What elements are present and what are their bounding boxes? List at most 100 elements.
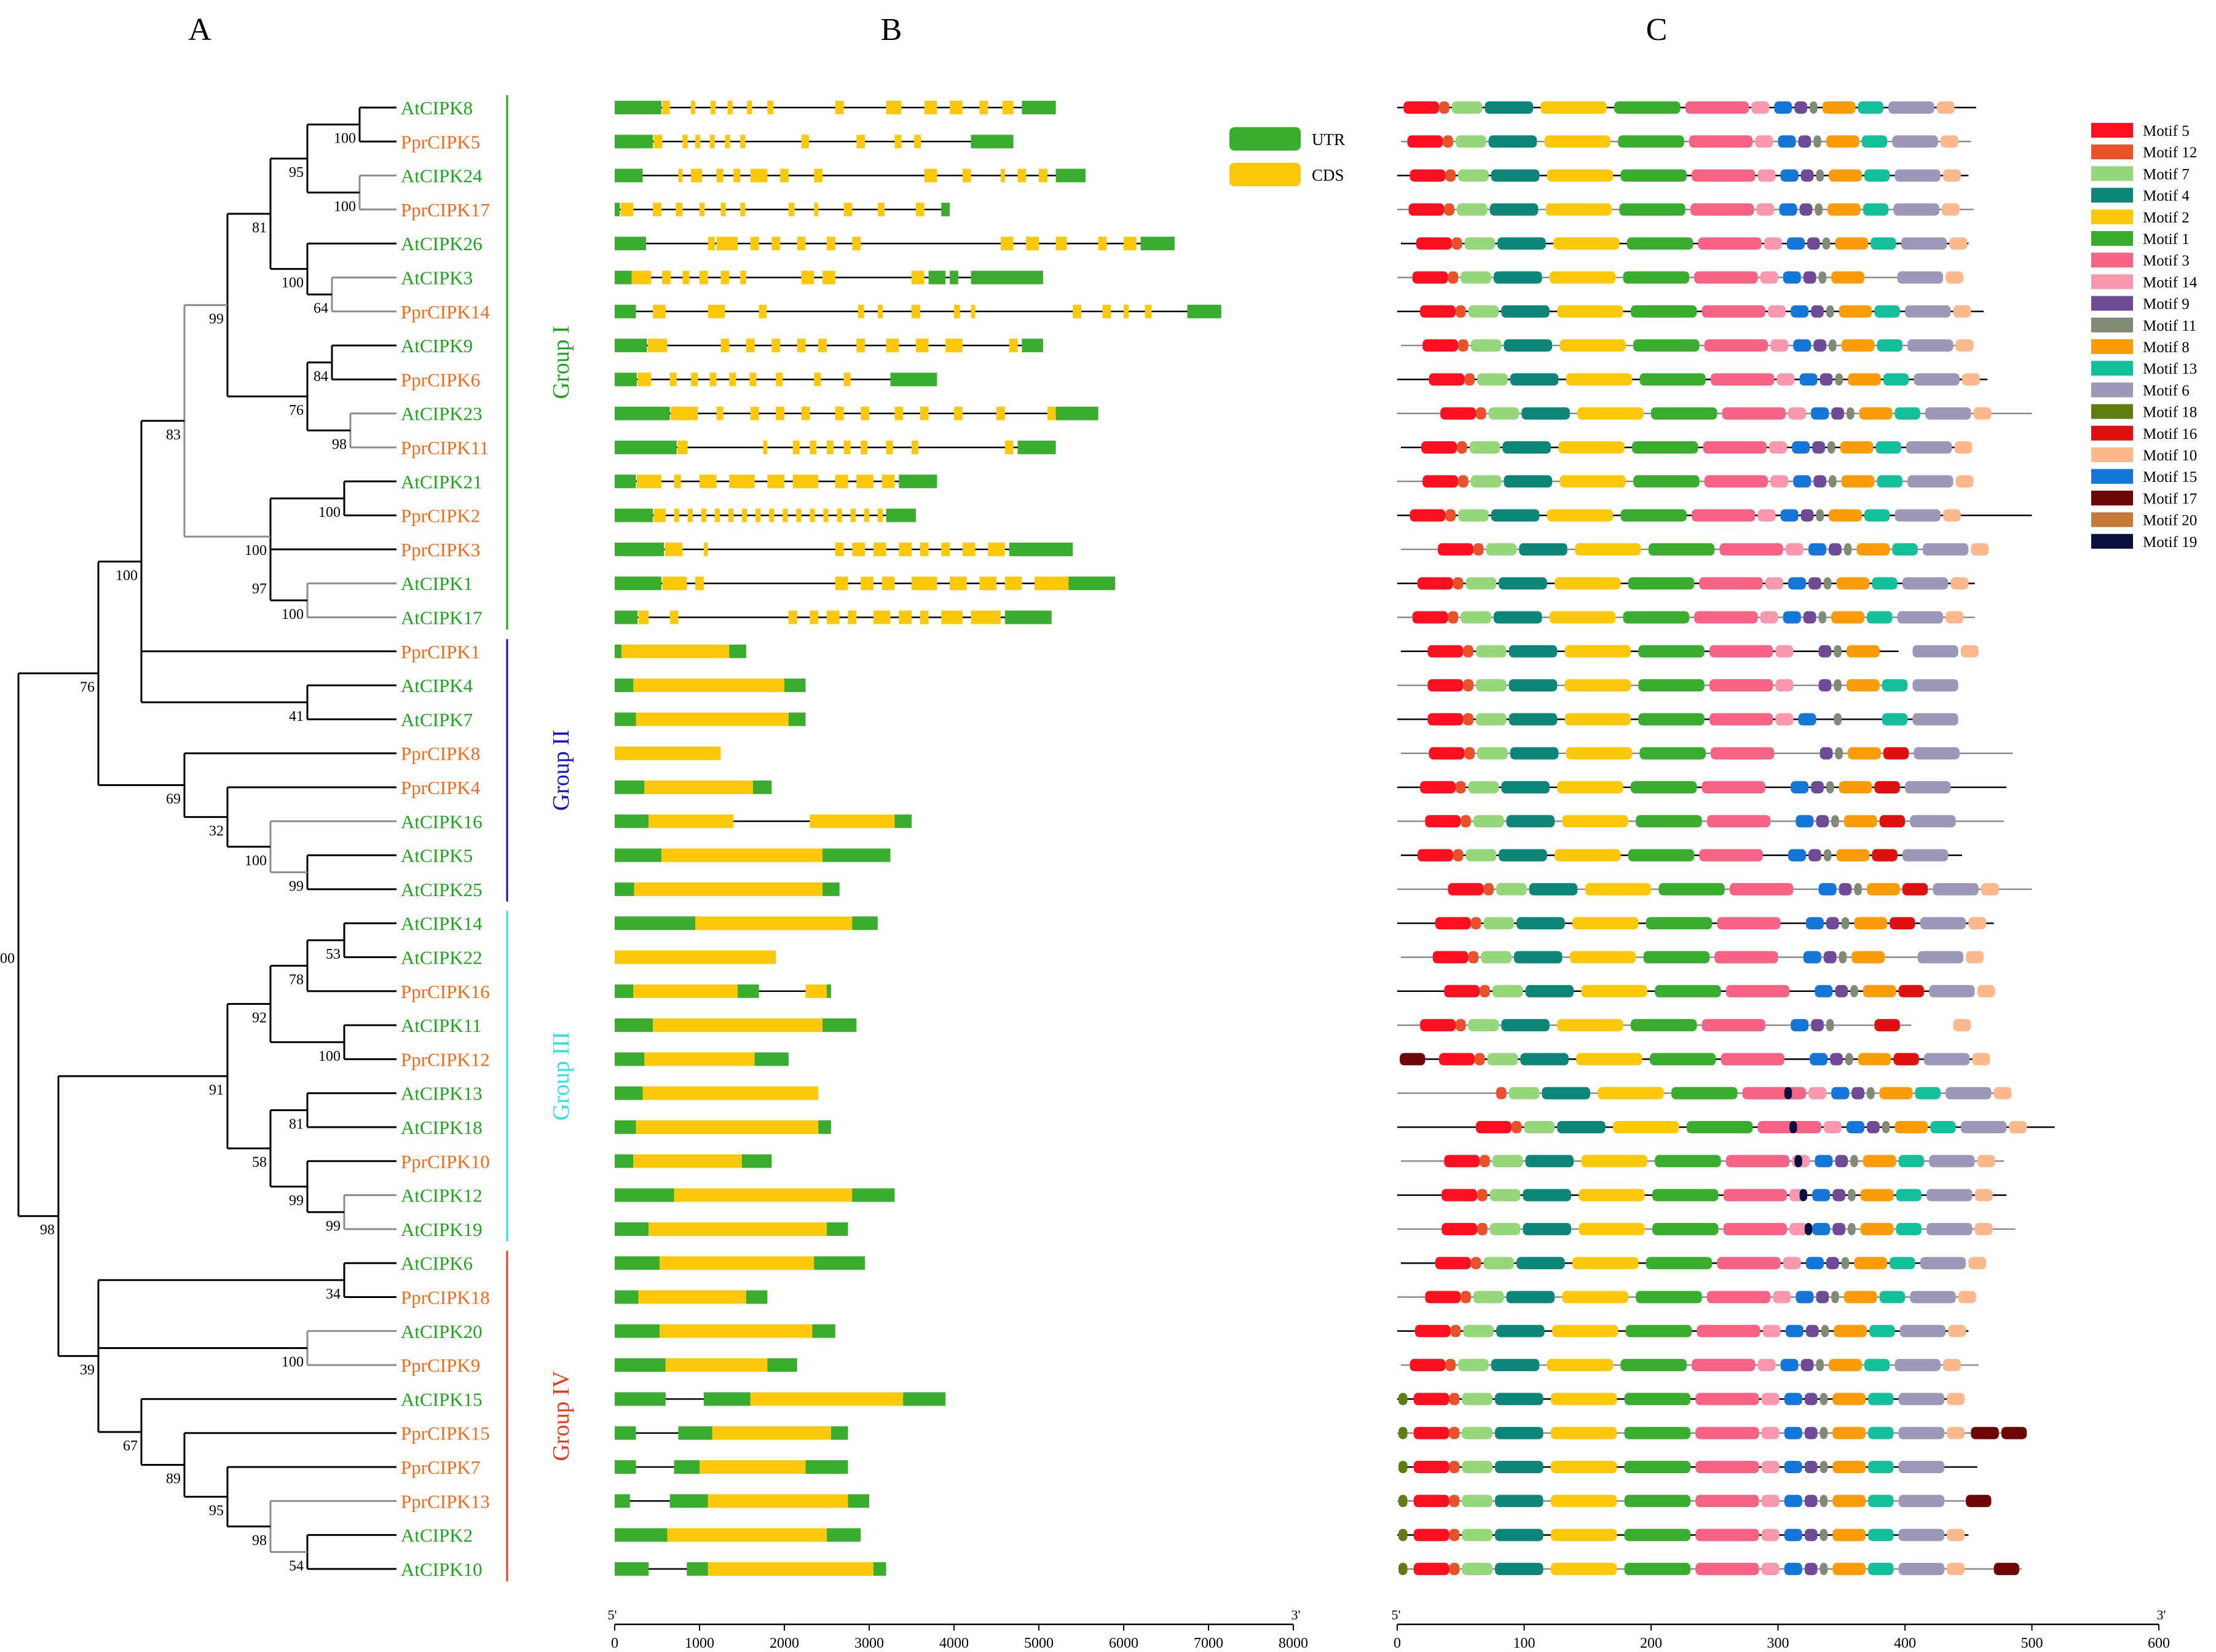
motif-3-block <box>1698 237 1762 250</box>
motif-1-block <box>1624 1461 1691 1473</box>
motif-3-block <box>1694 611 1758 624</box>
axis-tick-label: 8000 <box>1279 1635 1308 1651</box>
gene-structure-legend: UTR CDS <box>1229 127 1345 186</box>
axis-tick-label: 4000 <box>939 1635 969 1651</box>
gene-structure-pprcipk18 <box>615 1290 768 1304</box>
motif-9-block <box>1829 543 1842 556</box>
motif-7-block <box>1461 271 1491 284</box>
cds-block <box>915 339 929 353</box>
gene-structure-atcipk8 <box>615 101 1056 114</box>
motif-legend-label: Motif 8 <box>2143 339 2190 356</box>
motif-12-block <box>1449 1426 1460 1439</box>
motif-7-block <box>1458 509 1489 522</box>
utr-block <box>615 542 664 556</box>
motif-12-block <box>1480 985 1490 997</box>
motif-16-block <box>1883 747 1909 760</box>
cds-block <box>848 610 857 624</box>
motif-15-block <box>1788 577 1806 590</box>
motif-3-block <box>1721 1053 1784 1066</box>
motif-7-block <box>1476 645 1507 658</box>
motif-15-block <box>1847 1121 1864 1133</box>
motif-2-block <box>1545 203 1612 216</box>
motif-5-block <box>1416 237 1452 250</box>
motif-14-block <box>1767 305 1786 318</box>
motif-1-block <box>1646 917 1713 930</box>
motif-legend-swatch <box>2091 317 2133 332</box>
motif-1-block <box>1624 1562 1691 1575</box>
motif-1-block <box>1638 645 1705 658</box>
motif-12-block <box>1455 1019 1466 1032</box>
motif-11-block <box>1835 747 1843 760</box>
cds-block <box>1098 237 1107 251</box>
motif-10-block <box>1960 645 1979 658</box>
motif-3-block <box>1723 1189 1787 1202</box>
bootstrap-value: 98 <box>40 1222 55 1238</box>
motif-15-block <box>1803 951 1821 964</box>
motif-structure-atcipk3 <box>1397 271 1963 284</box>
motif-16-block <box>1874 781 1900 793</box>
motif-3-block <box>1725 985 1790 997</box>
motif-6-block <box>1898 1426 1945 1439</box>
motif-12-block <box>1473 543 1484 556</box>
gene-length-axis: 0 1000 2000 3000 4000 5000 6000 7000 8000 5' 3' <box>608 1607 1308 1651</box>
motif-4-block <box>1501 305 1550 318</box>
motif-4-block <box>1495 1426 1544 1439</box>
motif-12-block <box>1449 1461 1460 1473</box>
gene-label-atcipk25: AtCIPK25 <box>401 879 483 900</box>
gene-structure-atcipk14 <box>615 916 878 930</box>
utr-block <box>615 1290 639 1304</box>
motif-1-block <box>1638 713 1705 726</box>
motif-7-block <box>1481 951 1512 964</box>
motif-12-block <box>1463 713 1473 726</box>
gene-structure-pprcipk15 <box>615 1426 848 1440</box>
cds-block <box>771 339 781 353</box>
motif-10-block <box>1962 373 1980 386</box>
motif-19-block <box>1799 1189 1807 1202</box>
gene-label-atcipk8: AtCIPK8 <box>401 97 473 119</box>
bootstrap-value: 100 <box>245 853 267 869</box>
motif-6-block <box>1912 645 1958 658</box>
motif-legend-label: Motif 5 <box>2143 123 2190 140</box>
motif-12-block <box>1445 1359 1456 1372</box>
motif-12-block <box>1449 1393 1460 1406</box>
gene-label-pprcipk5: PprCIPK5 <box>401 131 480 152</box>
motif-6-block <box>1907 339 1954 352</box>
bootstrap-value: 100 <box>334 131 356 147</box>
motif-5-block <box>1418 577 1453 590</box>
motif-1-block <box>1630 305 1697 318</box>
cds-block <box>788 610 797 624</box>
motif-10-block <box>1955 339 1974 352</box>
motif-11-block <box>1867 1087 1875 1099</box>
cds-block <box>814 372 821 387</box>
gene-label-pprcipk13: PprCIPK13 <box>401 1490 490 1512</box>
cds-block <box>861 406 869 420</box>
motif-2-block <box>1585 883 1651 895</box>
cds-block <box>881 474 895 489</box>
motif-4-block <box>1493 271 1542 284</box>
motif-1-block <box>1646 1257 1713 1270</box>
utr-block <box>1004 610 1052 624</box>
motif-19-block <box>1794 1155 1802 1168</box>
motif-6-block <box>1898 1461 1945 1473</box>
motif-3-block <box>1722 407 1786 420</box>
motif-10-block <box>1953 1019 1971 1032</box>
cds-block <box>691 372 698 387</box>
motif-15-block <box>1774 101 1792 114</box>
bootstrap-value: 98 <box>332 436 347 452</box>
cds-block <box>822 270 835 285</box>
motif-12-block <box>1449 1562 1460 1575</box>
motif-structure-atcipk14 <box>1397 917 1994 930</box>
cds-block <box>861 576 873 591</box>
motif-2-block <box>1550 1461 1617 1473</box>
motif-6-block <box>1901 237 1947 250</box>
cds-block <box>660 1324 813 1338</box>
motif-10-block <box>1947 1393 1965 1406</box>
motif-7-block <box>1486 543 1517 556</box>
motif-10-block <box>1946 271 1963 284</box>
motif-8-block <box>1895 1121 1928 1133</box>
cds-block <box>644 781 753 794</box>
utr-block <box>615 202 620 216</box>
cds-block <box>843 441 851 454</box>
motif-7-block <box>1451 101 1483 114</box>
cds-block <box>700 202 705 216</box>
